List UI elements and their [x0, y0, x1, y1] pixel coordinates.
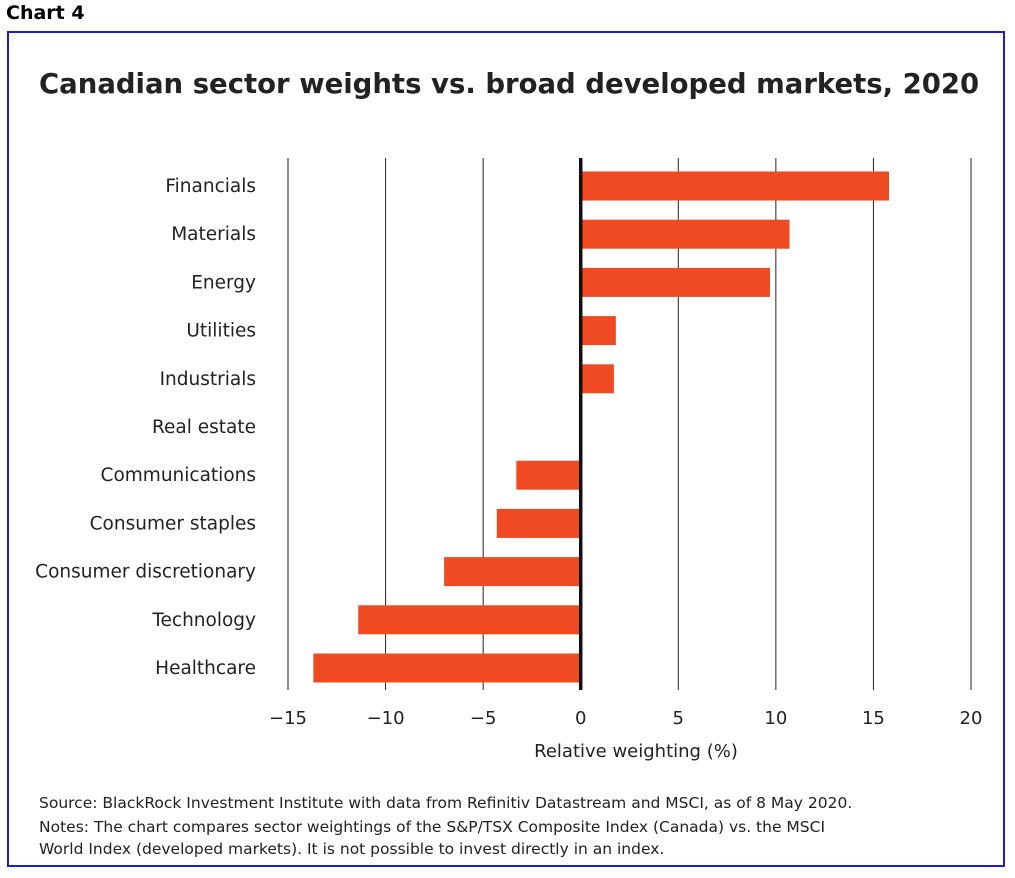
bars	[313, 171, 890, 683]
bar	[313, 653, 581, 683]
category-label: Utilities	[186, 321, 256, 342]
category-label: Real estate	[152, 417, 256, 438]
chart-title: Canadian sector weights vs. broad develo…	[39, 68, 980, 100]
source-note: Source: BlackRock Investment Institute w…	[39, 794, 853, 812]
category-label: Technology	[151, 610, 256, 631]
x-tick-label: 0	[575, 708, 586, 729]
x-tick-labels: −15 −10 −5 0 5 10 15 20	[269, 708, 982, 729]
notes-line-2: World Index (developed markets). It is n…	[39, 840, 665, 858]
bar	[580, 267, 771, 297]
x-tick-label: −15	[269, 708, 307, 729]
category-labels: Financials Materials Energy Utilities Indust…	[35, 176, 256, 679]
x-tick-label: −10	[367, 708, 405, 729]
x-axis-label: Relative weighting (%)	[534, 741, 738, 762]
bar	[580, 171, 890, 201]
category-label: Financials	[165, 176, 256, 197]
category-label: Consumer staples	[90, 513, 256, 534]
bar	[580, 316, 616, 346]
category-label: Communications	[101, 465, 256, 486]
x-tick-label: −5	[470, 708, 497, 729]
x-tick-label: 20	[960, 708, 983, 729]
category-label: Materials	[171, 224, 256, 245]
bar	[580, 219, 790, 249]
category-label: Industrials	[160, 369, 256, 390]
bar	[444, 557, 581, 587]
bar	[516, 460, 581, 490]
bar	[580, 364, 614, 394]
bar	[358, 605, 581, 635]
category-label: Energy	[191, 272, 256, 293]
chart-frame	[7, 31, 1005, 867]
chart-number-label: Chart 4	[6, 2, 85, 24]
x-tick-label: 5	[673, 708, 684, 729]
bar	[496, 508, 581, 538]
category-label: Consumer discretionary	[35, 562, 256, 583]
x-tick-label: 10	[764, 708, 787, 729]
x-tick-label: 15	[862, 708, 885, 729]
notes-line-1: Notes: The chart compares sector weighti…	[39, 818, 826, 836]
category-label: Healthcare	[155, 658, 256, 679]
